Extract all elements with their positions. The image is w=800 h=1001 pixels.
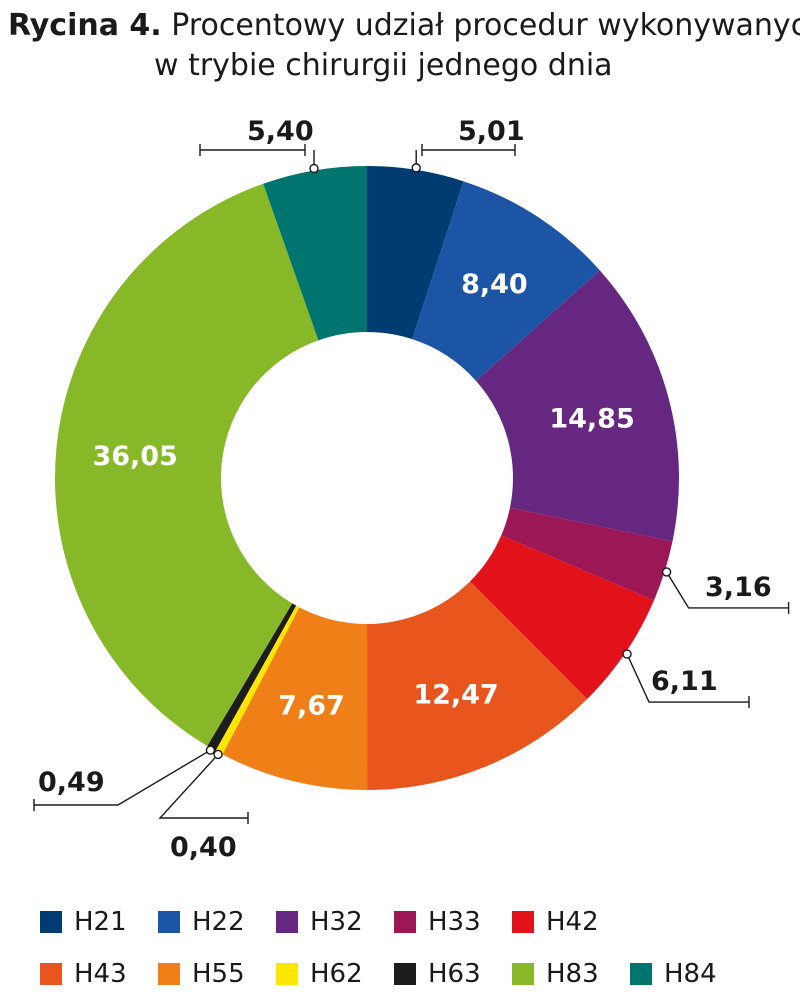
data-label-h33: 3,16 — [705, 572, 772, 603]
legend-label: H21 — [74, 907, 127, 937]
slice-h84 — [263, 166, 367, 341]
slice-h55 — [222, 607, 368, 791]
legend-swatch — [394, 911, 416, 933]
legend-item-h42: H42 — [512, 907, 630, 937]
legend-swatch — [276, 963, 298, 985]
slice-h62 — [215, 605, 300, 755]
slice-h21 — [367, 166, 464, 340]
leader-dot-h42 — [622, 649, 632, 659]
leader-h33 — [666, 571, 789, 609]
data-label-h62: 0,40 — [170, 832, 237, 863]
slice-h42 — [470, 535, 654, 699]
slice-h33 — [501, 507, 673, 601]
title-line-2: w trybie chirurgii jednego dnia — [8, 46, 798, 86]
legend-label: H84 — [664, 959, 717, 989]
legend-label: H55 — [192, 959, 245, 989]
legend-item-h62: H62 — [276, 959, 394, 989]
data-label-h42: 6,11 — [651, 666, 718, 697]
legend: H21 H22 H32 H33 H42 H43 H55 H62 H63 H83 H84 — [40, 896, 780, 1000]
legend-swatch — [512, 963, 534, 985]
value-labels: 5,01 8,40 14,85 3,16 6,11 12,47 7,67 0,40 0,49 36… — [38, 116, 772, 863]
data-label-h43: 12,47 — [413, 679, 498, 710]
data-label-h22: 8,40 — [461, 269, 528, 300]
leader-h62 — [158, 753, 248, 819]
legend-item-h55: H55 — [158, 959, 276, 989]
title-text-2: w trybie chirurgii jednego dnia — [154, 48, 613, 83]
slice-h63 — [207, 603, 297, 751]
legend-label: H62 — [310, 959, 363, 989]
leader-dot-h21 — [411, 163, 421, 173]
leader-dot-h63 — [205, 745, 216, 755]
slice-h32 — [475, 270, 679, 542]
legend-swatch — [630, 963, 652, 985]
figure-number: Rycina 4. — [8, 8, 162, 43]
data-label-h32: 14,85 — [549, 404, 634, 435]
legend-label: H83 — [546, 959, 599, 989]
legend-item-h84: H84 — [630, 959, 748, 989]
title-text-1: Procentowy udział procedur wykonywanych — [171, 8, 800, 43]
legend-swatch — [512, 911, 534, 933]
legend-item-h33: H33 — [394, 907, 512, 937]
leader-dot-h33 — [661, 567, 672, 577]
legend-label: H63 — [428, 959, 481, 989]
title-line-1: Rycina 4. Procentowy udział procedur wyk… — [8, 6, 800, 46]
data-label-h83: 36,05 — [92, 441, 177, 472]
legend-swatch — [158, 963, 180, 985]
legend-swatch — [276, 911, 298, 933]
legend-label: H42 — [546, 907, 599, 937]
legend-item-h32: H32 — [276, 907, 394, 937]
legend-item-h22: H22 — [158, 907, 276, 937]
legend-label: H22 — [192, 907, 245, 937]
donut-slices — [54, 166, 679, 791]
legend-swatch — [40, 911, 62, 933]
legend-label: H32 — [310, 907, 363, 937]
legend-row: H43 H55 H62 H63 H83 H84 — [40, 948, 780, 1000]
legend-row: H21 H22 H32 H33 H42 — [40, 896, 780, 948]
slice-h43 — [367, 581, 588, 790]
legend-item-h21: H21 — [40, 907, 158, 937]
leader-h63 — [34, 749, 211, 806]
legend-label: H43 — [74, 959, 127, 989]
legend-label: H33 — [428, 907, 481, 937]
legend-item-h83: H83 — [512, 959, 630, 989]
legend-swatch — [158, 911, 180, 933]
legend-swatch — [394, 963, 416, 985]
leader-h42 — [626, 653, 750, 703]
data-label-h63: 0,49 — [38, 767, 105, 798]
slice-h83 — [54, 183, 319, 747]
legend-item-h63: H63 — [394, 959, 512, 989]
chart-title: Rycina 4. Procentowy udział procedur wyk… — [8, 6, 800, 86]
data-label-h55: 7,67 — [278, 690, 345, 721]
legend-item-h43: H43 — [40, 959, 158, 989]
data-label-h84: 5,40 — [247, 116, 314, 147]
leader-dot-h62 — [213, 749, 223, 760]
leader-dot-h84 — [309, 163, 319, 174]
data-label-h21: 5,01 — [458, 116, 525, 147]
leader-lines — [33, 144, 790, 824]
slice-h22 — [412, 181, 600, 381]
legend-swatch — [40, 963, 62, 985]
